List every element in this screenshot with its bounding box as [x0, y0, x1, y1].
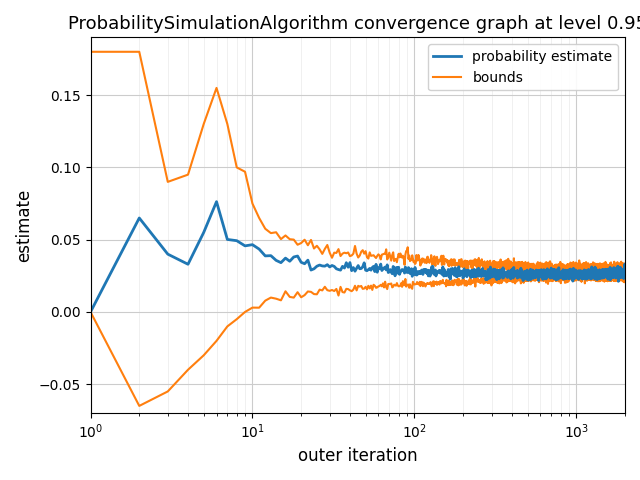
Legend: probability estimate, bounds: probability estimate, bounds	[428, 44, 618, 90]
probability estimate	[413, 272, 421, 278]
bounds	[621, 262, 629, 268]
bounds	[86, 49, 94, 55]
bounds	[619, 267, 627, 273]
probability estimate	[86, 309, 94, 315]
bounds	[603, 274, 611, 280]
probability estimate	[212, 199, 220, 204]
bounds	[570, 263, 578, 269]
probability estimate	[621, 270, 629, 276]
probability estimate	[619, 267, 627, 273]
Line: bounds: bounds	[90, 52, 625, 277]
bounds	[604, 263, 612, 269]
Title: ProbabilitySimulationAlgorithm convergence graph at level 0.95: ProbabilitySimulationAlgorithm convergen…	[68, 15, 640, 33]
bounds	[619, 266, 627, 272]
X-axis label: outer iteration: outer iteration	[298, 447, 417, 465]
probability estimate	[571, 271, 579, 277]
bounds	[413, 252, 420, 258]
probability estimate	[604, 269, 612, 275]
Y-axis label: estimate: estimate	[15, 189, 33, 262]
probability estimate	[619, 272, 627, 277]
probability estimate	[566, 272, 574, 278]
Line: probability estimate: probability estimate	[90, 202, 625, 312]
bounds	[566, 266, 574, 272]
